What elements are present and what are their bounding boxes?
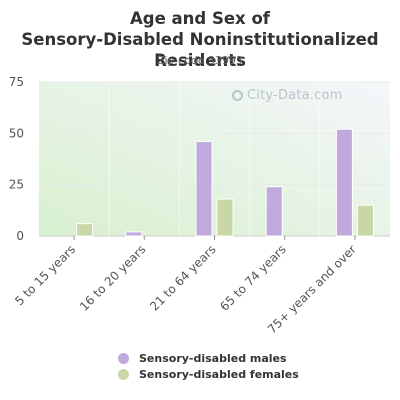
y-tick-label: 25 — [9, 178, 24, 192]
bar-females[interactable] — [356, 204, 374, 237]
chart-subtitle: Zip code 33993 — [156, 54, 244, 67]
x-tick-label: 16 to 20 years — [77, 242, 148, 313]
plot-area — [39, 82, 390, 236]
legend-swatch-males — [118, 352, 129, 364]
x-tick-label: 5 to 15 years — [12, 242, 78, 308]
bar-males[interactable] — [195, 141, 213, 237]
watermark-text: City-Data.com — [247, 88, 343, 103]
bar-females[interactable] — [76, 223, 94, 237]
x-tick-label: 65 to 74 years — [217, 242, 288, 313]
bar-males[interactable] — [125, 231, 143, 237]
bar-males[interactable] — [265, 186, 283, 237]
bar-females[interactable] — [216, 198, 234, 237]
magnifier-icon — [232, 90, 243, 101]
y-tick-label: 0 — [16, 229, 24, 243]
legend-item-females: Sensory-disabled females — [118, 366, 299, 382]
watermark: City-Data.com — [232, 88, 342, 103]
bar-males[interactable] — [335, 128, 353, 237]
legend-item-males: Sensory-disabled males — [118, 350, 299, 366]
legend-label-males: Sensory-disabled males — [139, 351, 287, 365]
y-tick-label: 75 — [9, 75, 24, 89]
x-tick-label: 21 to 64 years — [147, 242, 218, 313]
legend-swatch-females — [118, 368, 129, 380]
chart-title: Age and Sex of Sensory-Disabled Noninstit… — [21, 9, 379, 70]
legend-label-females: Sensory-disabled females — [139, 367, 299, 381]
legend: Sensory-disabled males Sensory-disabled … — [118, 350, 299, 382]
y-tick-label: 50 — [9, 126, 24, 140]
